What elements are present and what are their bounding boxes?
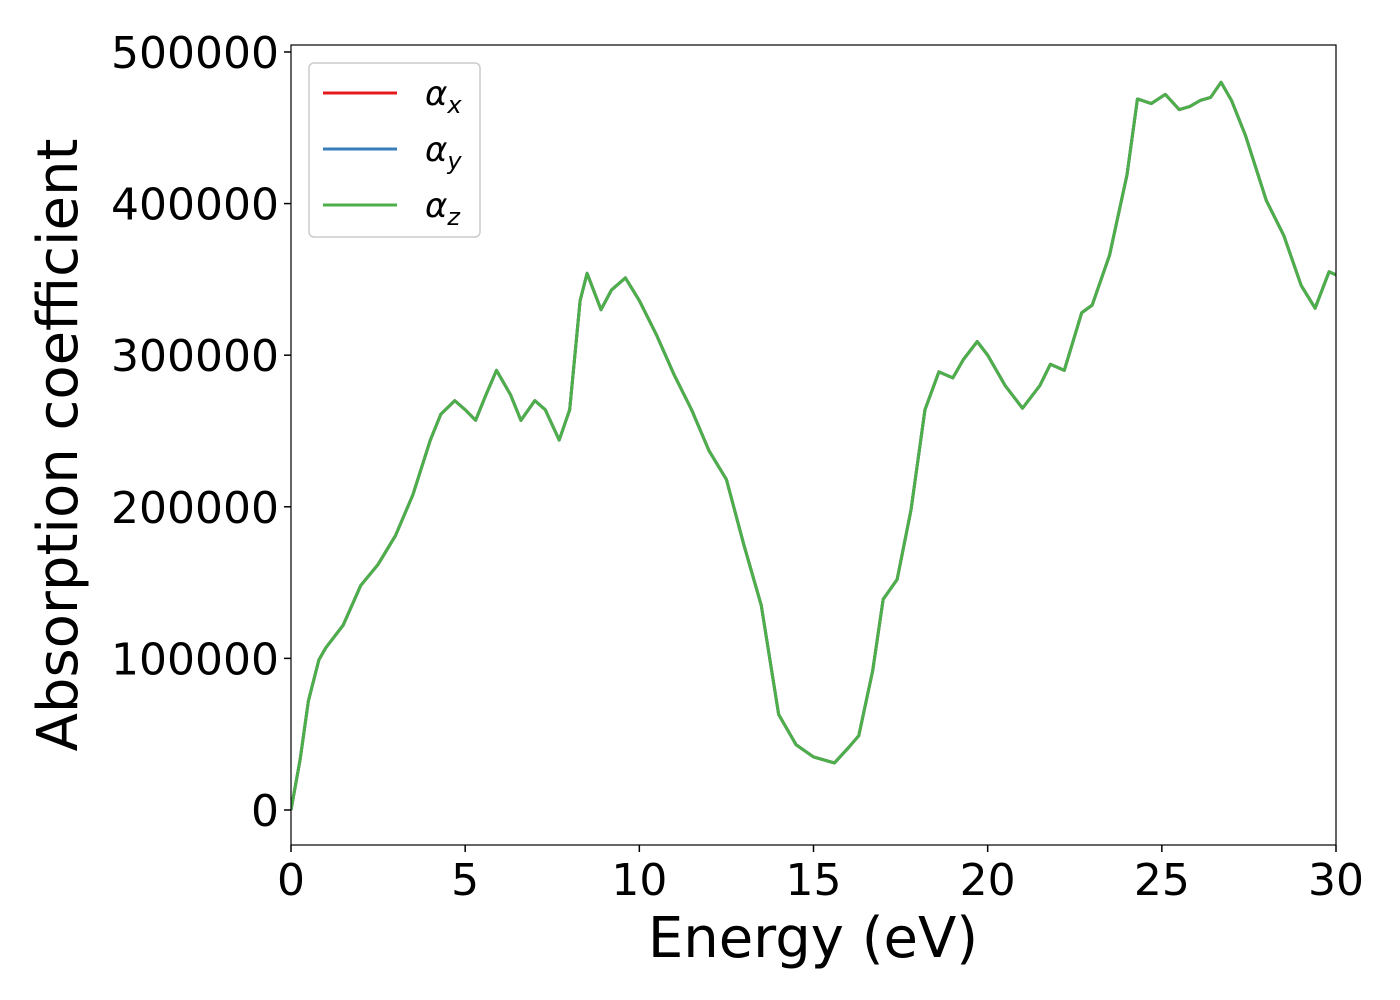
y-tick-label: 0	[251, 786, 279, 837]
x-tick-label: 25	[1134, 855, 1190, 906]
legend-label: αz	[425, 186, 461, 231]
x-tick-label: 30	[1308, 855, 1364, 906]
plot-frame	[290, 44, 1337, 846]
x-tick-label: 0	[277, 855, 305, 906]
y-tick-label: 500000	[111, 28, 279, 79]
y-tick-label: 200000	[111, 483, 279, 534]
legend-label: αx	[425, 74, 462, 119]
x-tick-label: 10	[611, 855, 667, 906]
x-axis-label: Energy (eV)	[648, 906, 978, 971]
y-tick-label: 100000	[111, 634, 279, 685]
legend-label: αy	[425, 130, 462, 175]
y-tick-label: 400000	[111, 180, 279, 231]
x-tick-label: 5	[451, 855, 479, 906]
series-line	[291, 80, 1336, 811]
y-axis-label: Absorption coefficient	[26, 139, 91, 752]
y-tick-label: 300000	[111, 331, 279, 382]
x-tick-label: 20	[960, 855, 1016, 906]
x-tick-label: 15	[786, 855, 842, 906]
